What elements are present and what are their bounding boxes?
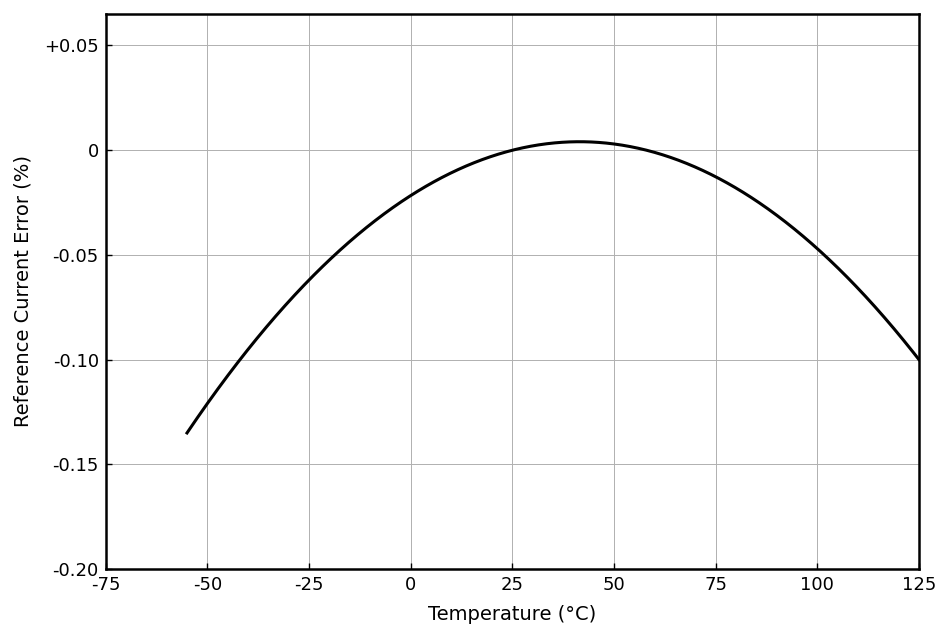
X-axis label: Temperature (°C): Temperature (°C): [428, 605, 597, 624]
Y-axis label: Reference Current Error (%): Reference Current Error (%): [14, 156, 33, 427]
